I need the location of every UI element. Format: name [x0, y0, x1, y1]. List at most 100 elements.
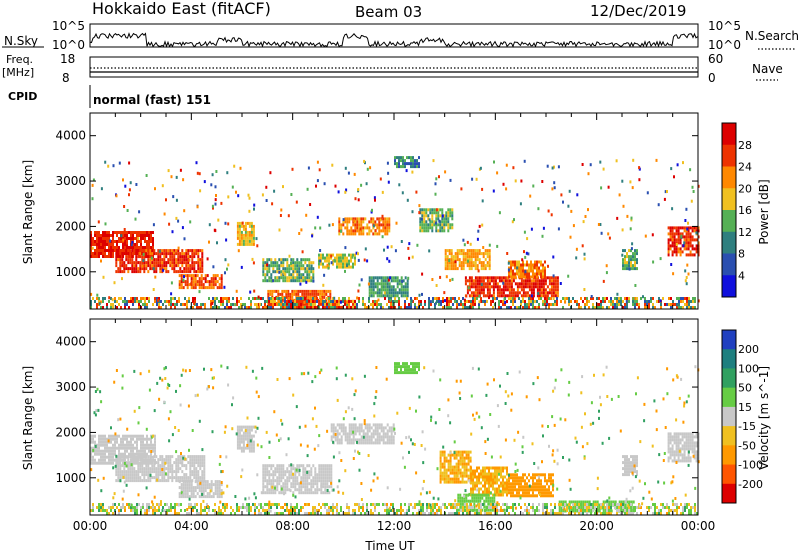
freq-nave-panel [89, 56, 699, 78]
date-title: 12/Dec/2019 [590, 2, 686, 20]
power-colorbar: 28 24 20 16 12 8 4 [721, 122, 752, 298]
power-region [236, 221, 255, 246]
velocity-region [622, 455, 638, 477]
velocity-region [236, 425, 255, 453]
x-tick-label: 12:00 [377, 519, 412, 533]
velocity-colorbar: 200 100 50 15 -15 -50 -100 -200 [721, 329, 763, 504]
power-colorbar-tick: 28 [738, 139, 752, 152]
velocity-cells [90, 362, 700, 515]
power-scatter [90, 158, 700, 307]
velocity-colorbar-segment [722, 426, 736, 446]
velocity-region [330, 423, 395, 445]
power-colorbar-segment [722, 210, 736, 233]
power-colorbar-segment [722, 144, 736, 167]
nsky-label: N.Sky [4, 34, 38, 48]
power-colorbar-segment [722, 166, 736, 189]
power-colorbar-tick: 16 [738, 204, 752, 217]
velocity-colorbar-tick: 100 [738, 362, 759, 375]
y-tick-label: 4000 [55, 335, 86, 349]
power-colorbar-segment [722, 123, 736, 146]
power-region [262, 258, 315, 283]
nave-tick-bottom: 0 [708, 71, 716, 85]
freq-tick-top: 18 [60, 52, 75, 66]
power-region [444, 249, 491, 271]
velocity-region [262, 464, 333, 495]
velocity-colorbar-segment [722, 387, 736, 408]
velocity-colorbar-segment [722, 445, 736, 466]
nsky-trace [89, 32, 698, 48]
power-region [508, 260, 546, 279]
power-ylabel: Slant Range [km] [21, 160, 35, 264]
power-colorbar-segment [722, 231, 736, 254]
y-tick-label: 3000 [55, 174, 86, 188]
power-colorbar-tick: 20 [738, 182, 752, 195]
power-region [419, 208, 454, 233]
velocity-colorbar-segment [722, 483, 736, 504]
y-tick-label: 3000 [55, 380, 86, 394]
power-region [338, 217, 391, 236]
x-tick-label: 20:00 [579, 519, 614, 533]
velocity-colorbar-tick: 50 [738, 382, 752, 395]
power-colorbar-tick: 4 [738, 269, 745, 282]
velocity-colorbar-segment [722, 464, 736, 485]
x-tick-label: 08:00 [275, 519, 310, 533]
x-tick-label: 00:00 [681, 519, 716, 533]
velocity-colorbar-label: Velocity [m s^-1] [757, 366, 771, 470]
nave-label: Nave [752, 62, 783, 76]
nsearch-tick-bottom: 10^0 [708, 38, 741, 52]
power-colorbar-label: Power [dB] [757, 179, 771, 244]
nsky-tick-bottom: 10^0 [52, 38, 85, 52]
power-colorbar-segment [722, 188, 736, 211]
y-tick-label: 2000 [55, 219, 86, 233]
x-axis-label: Time UT [364, 539, 415, 553]
y-tick-label: 4000 [55, 129, 86, 143]
velocity-region [115, 455, 206, 483]
power-region [667, 226, 700, 257]
power-region [318, 253, 356, 269]
power-colorbar-tick: 24 [738, 161, 752, 174]
x-tick-label: 00:00 [73, 519, 108, 533]
nsky-panel [89, 23, 699, 48]
velocity-colorbar-tick: -100 [738, 459, 763, 472]
velocity-colorbar-tick: -50 [738, 439, 756, 452]
nsearch-tick-top: 10^5 [708, 19, 741, 33]
velocity-colorbar-segment [722, 406, 736, 427]
velocity-plot: 1000 2000 3000 4000 00:00 04:00 08:00 12:00 16:0… [55, 318, 716, 533]
velocity-ylabel: Slant Range [km] [21, 366, 35, 470]
velocity-scatter [90, 364, 700, 513]
power-cells [90, 156, 700, 309]
velocity-colorbar-tick: -200 [738, 478, 763, 491]
power-colorbar-tick: 12 [738, 226, 752, 239]
power-colorbar-tick: 8 [738, 248, 745, 261]
velocity-colorbar-segment [722, 330, 736, 350]
y-tick-label: 1000 [55, 471, 86, 485]
power-region [368, 276, 409, 298]
power-region [622, 249, 638, 271]
velocity-region [178, 480, 223, 499]
velocity-region [439, 450, 472, 484]
velocity-colorbar-segment [722, 368, 736, 389]
velocity-colorbar-tick: 200 [738, 343, 759, 356]
velocity-colorbar-tick: -15 [738, 420, 756, 433]
x-tick-label: 04:00 [174, 519, 209, 533]
station-title: Hokkaido East (fitACF) [92, 0, 271, 18]
power-plot: 1000 2000 3000 4000 [55, 112, 700, 310]
velocity-region [470, 466, 508, 497]
power-region [464, 276, 559, 298]
velocity-colorbar-segment [722, 349, 736, 369]
cpid-value: normal (fast) 151 [93, 93, 211, 107]
power-colorbar-segment [722, 275, 736, 298]
velocity-region [508, 473, 554, 498]
cpid-label: CPID [8, 90, 37, 103]
freq-tick-bottom: 8 [62, 71, 70, 85]
beam-title: Beam 03 [355, 3, 422, 21]
power-near-range-band [90, 297, 696, 309]
nsky-tick-top: 10^5 [52, 19, 85, 33]
nsearch-label: N.Search [745, 29, 799, 43]
power-region [178, 274, 223, 290]
velocity-region [394, 362, 420, 375]
velocity-colorbar-tick: 15 [738, 401, 752, 414]
power-region [394, 156, 420, 169]
x-tick-label: 16:00 [478, 519, 513, 533]
